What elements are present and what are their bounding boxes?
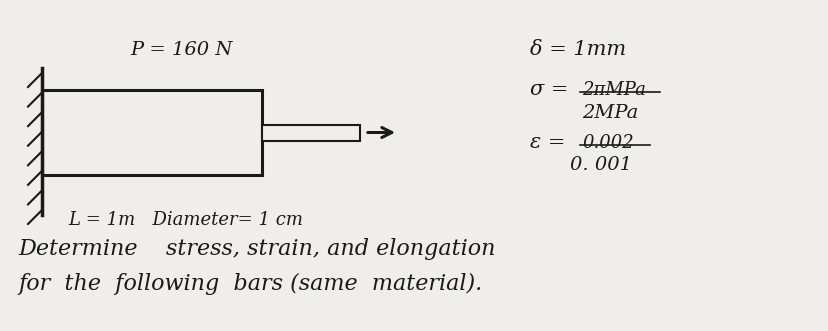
- Text: ε =: ε =: [529, 133, 571, 152]
- Text: 0. 001: 0. 001: [570, 156, 631, 174]
- Text: 0.002: 0.002: [581, 134, 633, 152]
- Bar: [42, 90, 262, 175]
- Bar: [262, 124, 359, 140]
- Text: L = 1m   Diameter= 1 cm: L = 1m Diameter= 1 cm: [68, 211, 303, 229]
- Text: P = 160 N: P = 160 N: [130, 41, 232, 59]
- Text: for  the  following  bars (same  material).: for the following bars (same material).: [18, 273, 482, 295]
- Text: δ = 1mm: δ = 1mm: [529, 40, 625, 59]
- Text: 2πMPa: 2πMPa: [581, 81, 645, 99]
- Text: σ =: σ =: [529, 80, 575, 99]
- Text: Determine    stress, strain, and elongation: Determine stress, strain, and elongation: [18, 238, 495, 260]
- Text: 2MPa: 2MPa: [581, 104, 638, 122]
